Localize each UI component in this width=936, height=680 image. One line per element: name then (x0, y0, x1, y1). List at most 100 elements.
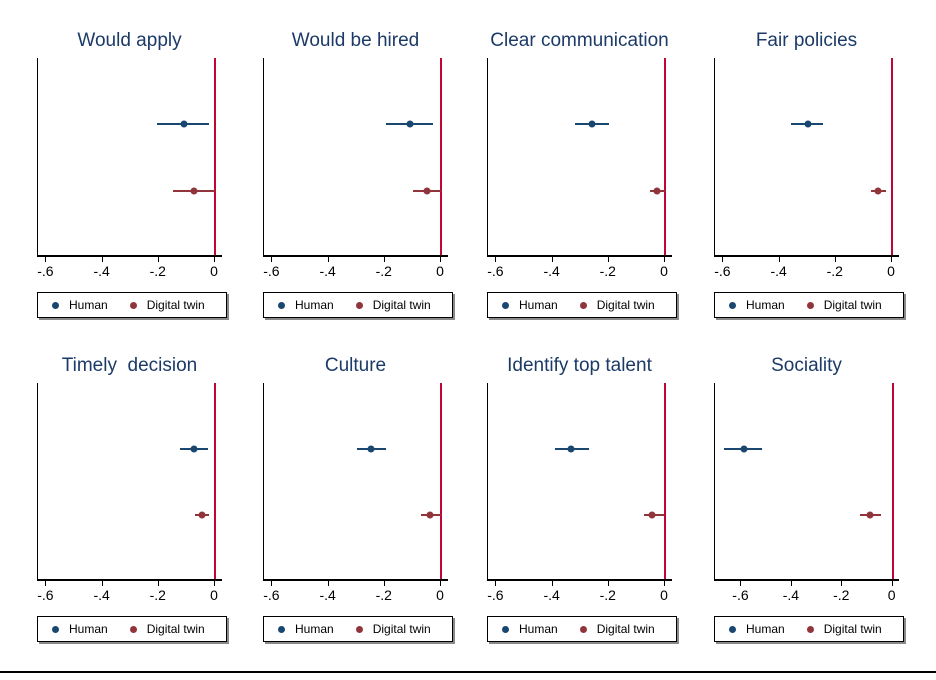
legend-digital_twin-dot-icon (579, 301, 587, 309)
legend-human-dot-icon (52, 625, 59, 633)
x-axis-tick-label: 0 (660, 587, 668, 603)
point-estimate-marker (866, 511, 874, 519)
legend-item-human: Human (502, 622, 558, 636)
legend-digital_twin-dot-icon (129, 301, 137, 309)
x-axis-tick-label: -.4 (93, 263, 110, 279)
x-axis-tick-label: 0 (660, 263, 668, 279)
legend-digital_twin-dot-icon (355, 301, 363, 309)
x-axis-tick-label: -.2 (833, 587, 850, 603)
chart-panel: Timely decision -.6 -.4 -.2 0 Human Digital tw… (37, 353, 227, 642)
x-axis-tick-label: -.2 (599, 587, 616, 603)
legend: Human Digital twin (714, 292, 904, 318)
plot-area (37, 383, 222, 581)
zero-reference-line (213, 58, 216, 255)
bottom-rule (0, 671, 936, 673)
chart-panel: Identify top talent -.6 -.4 -.2 0 Human Digita… (487, 353, 677, 642)
legend-human-dot-icon (729, 301, 736, 309)
legend-digital_twin-dot-icon (579, 625, 587, 633)
x-axis-tick (722, 257, 724, 262)
x-axis-tick-label: -.4 (319, 587, 336, 603)
plot-area (714, 58, 899, 257)
x-axis-tick-label: -.2 (149, 587, 166, 603)
x-axis-tick (383, 581, 385, 586)
x-axis-tick (607, 581, 609, 586)
legend-label: Human (746, 298, 785, 312)
legend-label: Digital twin (596, 622, 655, 636)
x-axis-tick-label: -.6 (487, 587, 504, 603)
legend-human-dot-icon (502, 625, 509, 633)
legend-label: Digital twin (372, 298, 431, 312)
x-axis-tick (439, 257, 441, 262)
legend-item-digital_twin: Digital twin (129, 298, 205, 312)
legend-item-human: Human (52, 298, 108, 312)
legend-label: Human (69, 298, 108, 312)
x-axis-tick (834, 257, 836, 262)
x-axis-tick (607, 257, 609, 262)
x-axis-tick (663, 581, 665, 586)
x-axis-tick-label: -.4 (543, 263, 560, 279)
legend-label: Human (295, 298, 334, 312)
legend: Human Digital twin (263, 292, 453, 318)
panel-title: Culture (324, 355, 387, 376)
x-axis-tick (101, 581, 103, 586)
x-axis-tick-label: -.6 (487, 263, 504, 279)
legend-label: Human (519, 622, 558, 636)
chart-panel: Fair policies -.6 -.4 -.2 0 Human Digital twin (714, 28, 904, 318)
zero-reference-line (663, 58, 666, 255)
point-estimate-marker (567, 445, 575, 453)
legend-label: Digital twin (146, 298, 205, 312)
chart-panel: Culture -.6 -.4 -.2 0 Human Digital twin (263, 353, 453, 642)
x-axis-tick-label: -.4 (319, 263, 336, 279)
legend-item-human: Human (729, 298, 785, 312)
legend-item-digital_twin: Digital twin (806, 298, 882, 312)
zero-reference-line (891, 383, 894, 579)
legend: Human Digital twin (714, 616, 904, 642)
legend-label: Human (746, 622, 785, 636)
x-axis-tick-label: -.4 (93, 587, 110, 603)
zero-reference-line (439, 383, 442, 579)
x-axis-tick-label: 0 (887, 587, 896, 603)
x-axis-tick-label: 0 (887, 263, 895, 279)
legend-label: Human (69, 622, 108, 636)
legend-item-human: Human (278, 622, 334, 636)
point-estimate-marker (740, 445, 748, 453)
legend-item-digital_twin: Digital twin (579, 298, 655, 312)
legend-item-digital_twin: Digital twin (579, 622, 655, 636)
legend: Human Digital twin (37, 292, 227, 318)
point-estimate-marker (588, 120, 596, 128)
x-axis-tick-label: -.4 (543, 587, 560, 603)
x-axis-tick (327, 257, 329, 262)
x-axis-tick-label: 0 (436, 587, 444, 603)
zero-reference-line (890, 58, 893, 255)
panel-title: Fair policies (755, 30, 858, 51)
panel-title: Identify top talent (507, 355, 652, 376)
panel-title: Sociality (771, 355, 842, 376)
legend-human-dot-icon (729, 625, 736, 633)
legend-item-digital_twin: Digital twin (806, 622, 882, 636)
x-axis-tick-label: 0 (210, 587, 218, 603)
x-axis-tick (271, 581, 273, 586)
x-axis-tick (45, 257, 47, 262)
point-estimate-marker (426, 511, 434, 519)
x-axis-tick-label: -.6 (732, 587, 749, 603)
x-axis-tick-label: -.2 (149, 263, 166, 279)
legend-human-dot-icon (278, 301, 285, 309)
legend-item-human: Human (52, 622, 108, 636)
legend-label: Human (295, 622, 334, 636)
point-estimate-marker (653, 187, 661, 195)
x-axis-tick (213, 581, 215, 586)
point-estimate-marker (406, 120, 414, 128)
chart-panel: Would be hired -.6 -.4 -.2 0 Human Digital twi… (263, 28, 453, 318)
chart-panel: Would apply -.6 -.4 -.2 0 Human Digital twin (37, 28, 227, 318)
legend-label: Digital twin (823, 298, 882, 312)
x-axis-tick (213, 257, 215, 262)
legend-digital_twin-dot-icon (806, 625, 814, 633)
x-axis-tick-label: 0 (210, 263, 218, 279)
legend-label: Digital twin (596, 298, 655, 312)
plot-area (487, 58, 672, 257)
x-axis-tick (551, 581, 553, 586)
point-estimate-marker (190, 445, 198, 453)
zero-reference-line (439, 58, 442, 255)
point-estimate-marker (423, 187, 431, 195)
